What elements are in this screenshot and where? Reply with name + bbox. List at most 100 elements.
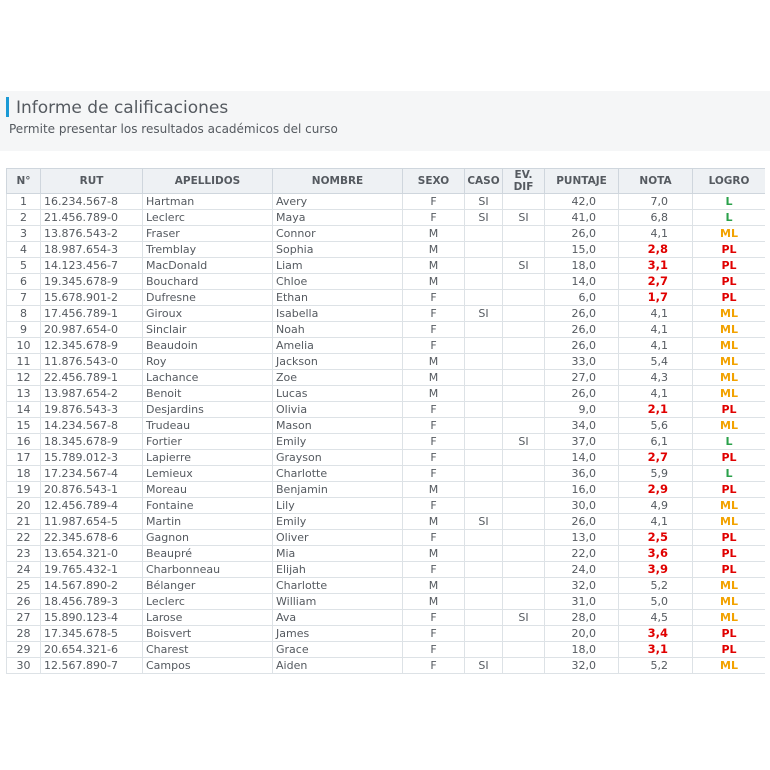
table-row[interactable]: 13 13.987.654-2 Benoit Lucas M 26,0 4,1 ML [6,385,765,402]
column-header-puntaje[interactable]: PUNTAJE [544,168,619,194]
column-header-caso[interactable]: CASO [464,168,503,194]
table-row[interactable]: 22 22.345.678-6 Gagnon Oliver F 13,0 2,5 PL [6,529,765,546]
cell-logro: ML [692,305,765,322]
cell-logro: L [692,193,765,210]
cell-puntaje: 42,0 [544,193,619,210]
cell-ev-dif [502,577,545,594]
column-header-sexo[interactable]: SEXO [402,168,465,194]
table-row[interactable]: 29 20.654.321-6 Charest Grace F 18,0 3,1 PL [6,641,765,658]
cell-rut: 20.987.654-0 [40,321,143,338]
cell-n: 26 [6,593,41,610]
column-header-logro[interactable]: LOGRO [692,168,765,194]
table-row[interactable]: 25 14.567.890-2 Bélanger Charlotte M 32,0 5,2 M… [6,577,765,594]
cell-apellidos: Leclerc [142,593,273,610]
cell-rut: 20.876.543-1 [40,481,143,498]
table-row[interactable]: 23 13.654.321-0 Beaupré Mia M 22,0 3,6 PL [6,545,765,562]
cell-caso [464,241,503,258]
cell-nota: 4,1 [618,513,693,530]
cell-apellidos: Bélanger [142,577,273,594]
cell-apellidos: Giroux [142,305,273,322]
cell-apellidos: Moreau [142,481,273,498]
cell-apellidos: Lachance [142,369,273,386]
table-row[interactable]: 16 18.345.678-9 Fortier Emily F SI 37,0 6,1 L [6,433,765,450]
cell-sexo: M [402,369,465,386]
cell-caso [464,369,503,386]
cell-puntaje: 24,0 [544,561,619,578]
cell-rut: 22.345.678-6 [40,529,143,546]
table-row[interactable]: 18 17.234.567-4 Lemieux Charlotte F 36,0 5,9 L [6,465,765,482]
cell-apellidos: Tremblay [142,241,273,258]
cell-caso [464,561,503,578]
cell-rut: 15.789.012-3 [40,449,143,466]
cell-logro: ML [692,497,765,514]
cell-sexo: F [402,529,465,546]
table-row[interactable]: 20 12.456.789-4 Fontaine Lily F 30,0 4,9 ML [6,497,765,514]
table-row[interactable]: 30 12.567.890-7 Campos Aiden F SI 32,0 5,2 ML [6,657,765,674]
cell-puntaje: 9,0 [544,401,619,418]
cell-nombre: Benjamin [272,481,403,498]
table-row[interactable]: 7 15.678.901-2 Dufresne Ethan F 6,0 1,7 PL [6,289,765,306]
cell-apellidos: Benoit [142,385,273,402]
cell-rut: 18.456.789-3 [40,593,143,610]
cell-nota: 4,1 [618,337,693,354]
cell-logro: PL [692,481,765,498]
column-header-nombre[interactable]: NOMBRE [272,168,403,194]
cell-nota: 4,5 [618,609,693,626]
cell-logro: PL [692,625,765,642]
table-row[interactable]: 28 17.345.678-5 Boisvert James F 20,0 3,4 PL [6,625,765,642]
cell-ev-dif [502,273,545,290]
table-row[interactable]: 19 20.876.543-1 Moreau Benjamin M 16,0 2,9 PL [6,481,765,498]
table-row[interactable]: 26 18.456.789-3 Leclerc William M 31,0 5,0 ML [6,593,765,610]
cell-nombre: Elijah [272,561,403,578]
grades-table: N° RUT APELLIDOS NOMBRE SEXO CASO EV. DI… [6,168,765,674]
table-body: 1 16.234.567-8 Hartman Avery F SI 42,0 7,0 L 2 21.… [6,193,765,674]
table-row[interactable]: 9 20.987.654-0 Sinclair Noah F 26,0 4,1 ML [6,321,765,338]
cell-puntaje: 13,0 [544,529,619,546]
cell-puntaje: 18,0 [544,641,619,658]
table-row[interactable]: 27 15.890.123-4 Larose Ava F SI 28,0 4,5 ML [6,609,765,626]
cell-rut: 15.890.123-4 [40,609,143,626]
cell-nombre: Emily [272,513,403,530]
table-row[interactable]: 1 16.234.567-8 Hartman Avery F SI 42,0 7,0 L [6,193,765,210]
table-row[interactable]: 15 14.234.567-8 Trudeau Mason F 34,0 5,6 ML [6,417,765,434]
table-row[interactable]: 6 19.345.678-9 Bouchard Chloe M 14,0 2,7 PL [6,273,765,290]
cell-nota: 4,1 [618,305,693,322]
grades-table-container[interactable]: N° RUT APELLIDOS NOMBRE SEXO CASO EV. DI… [6,168,765,770]
column-header-n[interactable]: N° [6,168,41,194]
table-row[interactable]: 3 13.876.543-2 Fraser Connor M 26,0 4,1 ML [6,225,765,242]
column-header-nota[interactable]: NOTA [618,168,693,194]
table-row[interactable]: 14 19.876.543-3 Desjardins Olivia F 9,0 2,1 PL [6,401,765,418]
cell-n: 30 [6,657,41,674]
table-row[interactable]: 2 21.456.789-0 Leclerc Maya F SI SI 41,0 6,8 L [6,209,765,226]
cell-caso [464,289,503,306]
cell-ev-dif [502,593,545,610]
cell-nombre: Charlotte [272,465,403,482]
column-header-apellidos[interactable]: APELLIDOS [142,168,273,194]
table-row[interactable]: 24 19.765.432-1 Charbonneau Elijah F 24,0 3,9 P… [6,561,765,578]
table-row[interactable]: 10 12.345.678-9 Beaudoin Amelia F 26,0 4,1 ML [6,337,765,354]
table-row[interactable]: 17 15.789.012-3 Lapierre Grayson F 14,0 2,7 PL [6,449,765,466]
cell-apellidos: Desjardins [142,401,273,418]
cell-caso [464,417,503,434]
cell-ev-dif: SI [502,209,545,226]
cell-apellidos: Lemieux [142,465,273,482]
cell-caso [464,529,503,546]
table-row[interactable]: 4 18.987.654-3 Tremblay Sophia M 15,0 2,8 PL [6,241,765,258]
cell-caso: SI [464,657,503,674]
table-row[interactable]: 11 11.876.543-0 Roy Jackson M 33,0 5,4 ML [6,353,765,370]
table-row[interactable]: 21 11.987.654-5 Martin Emily M SI 26,0 4,1 ML [6,513,765,530]
table-row[interactable]: 8 17.456.789-1 Giroux Isabella F SI 26,0 4,1 ML [6,305,765,322]
cell-puntaje: 6,0 [544,289,619,306]
cell-sexo: F [402,561,465,578]
cell-sexo: M [402,545,465,562]
cell-nombre: Ava [272,609,403,626]
column-header-ev-dif[interactable]: EV. DIF [502,168,545,194]
cell-nota: 2,7 [618,273,693,290]
cell-nombre: Connor [272,225,403,242]
cell-n: 15 [6,417,41,434]
table-row[interactable]: 12 22.456.789-1 Lachance Zoe M 27,0 4,3 ML [6,369,765,386]
table-row[interactable]: 5 14.123.456-7 MacDonald Liam M SI 18,0 3,1 PL [6,257,765,274]
cell-caso [464,497,503,514]
column-header-rut[interactable]: RUT [40,168,143,194]
cell-n: 10 [6,337,41,354]
